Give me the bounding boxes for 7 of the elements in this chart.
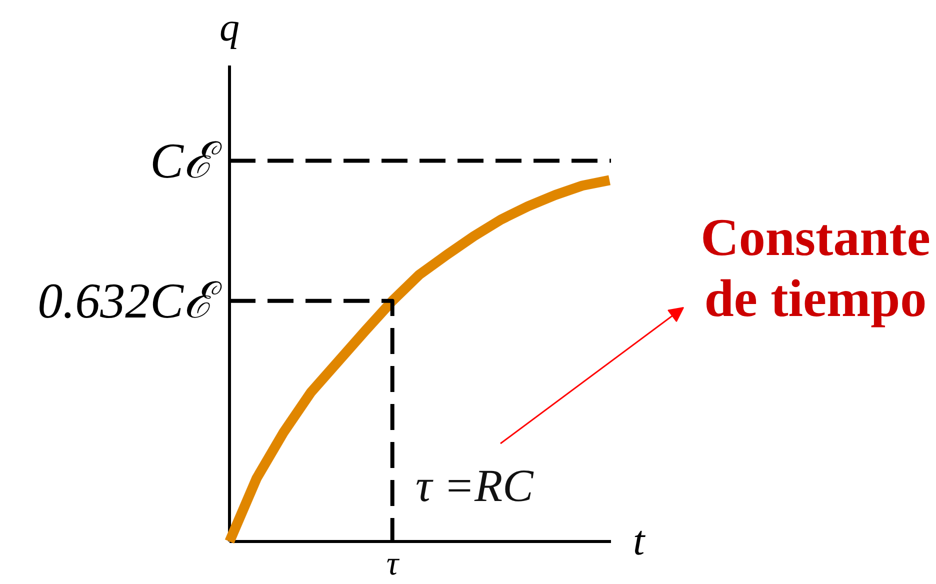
x-axis-title: t (633, 518, 646, 564)
text: 0.632Cℰ (38, 272, 222, 328)
y-axis-title: q (220, 4, 240, 50)
annotation: τ =RC (416, 460, 535, 511)
text: τ (386, 546, 400, 582)
ref-line-label: Cℰ (150, 132, 222, 189)
text: Constante de tiempo (700, 209, 930, 328)
